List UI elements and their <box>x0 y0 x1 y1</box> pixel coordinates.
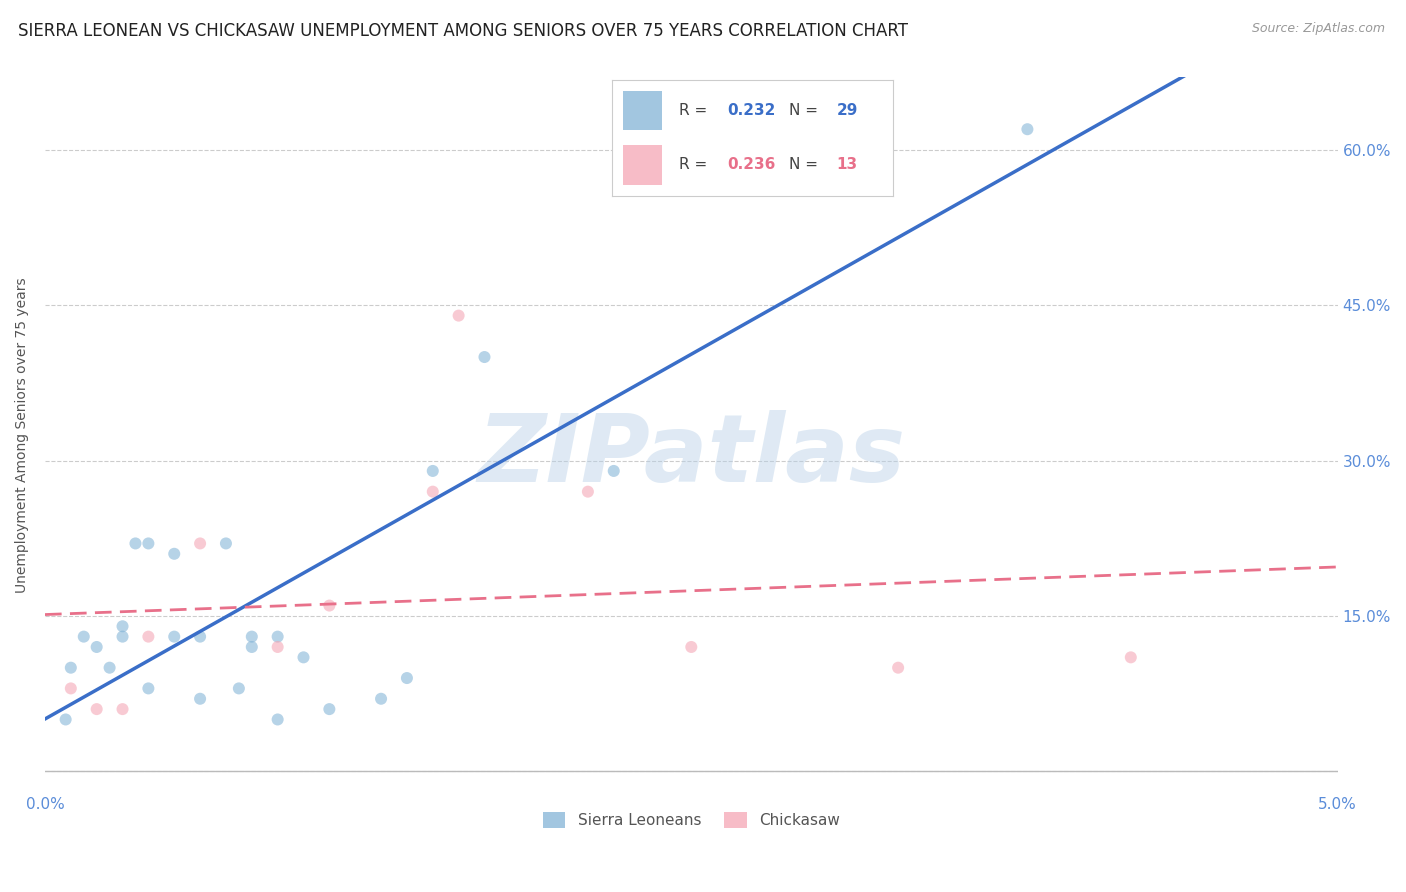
Point <box>163 547 186 561</box>
Y-axis label: Unemployment Among Seniors over 75 years: Unemployment Among Seniors over 75 years <box>15 277 30 592</box>
Text: R =: R = <box>679 103 713 118</box>
Point <box>422 484 444 499</box>
Text: 0.232: 0.232 <box>727 103 775 118</box>
Point <box>73 630 96 644</box>
Point <box>55 713 77 727</box>
Point <box>1119 650 1142 665</box>
Point <box>370 691 392 706</box>
Bar <box>623 145 662 185</box>
Point <box>395 671 418 685</box>
Point <box>266 630 288 644</box>
Point <box>887 661 910 675</box>
Point <box>266 713 288 727</box>
Point <box>138 681 160 696</box>
Point <box>111 619 134 633</box>
Point <box>111 702 134 716</box>
Point <box>266 640 288 654</box>
Point <box>1017 122 1039 136</box>
Point <box>228 681 250 696</box>
Point <box>163 630 186 644</box>
Point <box>59 661 82 675</box>
Point <box>188 536 211 550</box>
Point <box>318 702 340 716</box>
Point <box>215 536 238 550</box>
Point <box>111 630 134 644</box>
Point <box>422 464 444 478</box>
Point <box>138 536 160 550</box>
Text: N =: N = <box>789 103 823 118</box>
Point <box>98 661 121 675</box>
Text: ZIPatlas: ZIPatlas <box>477 410 905 502</box>
Point <box>292 650 315 665</box>
Point <box>86 640 108 654</box>
Point <box>240 640 263 654</box>
Point <box>474 350 496 364</box>
Point <box>86 702 108 716</box>
Legend: Sierra Leoneans, Chickasaw: Sierra Leoneans, Chickasaw <box>537 806 846 834</box>
Text: 29: 29 <box>837 103 858 118</box>
Text: Source: ZipAtlas.com: Source: ZipAtlas.com <box>1251 22 1385 36</box>
Point <box>59 681 82 696</box>
Point <box>576 484 599 499</box>
Text: SIERRA LEONEAN VS CHICKASAW UNEMPLOYMENT AMONG SENIORS OVER 75 YEARS CORRELATION: SIERRA LEONEAN VS CHICKASAW UNEMPLOYMENT… <box>18 22 908 40</box>
Point <box>138 630 160 644</box>
Text: R =: R = <box>679 157 713 172</box>
Point <box>124 536 146 550</box>
Point <box>188 691 211 706</box>
Text: 13: 13 <box>837 157 858 172</box>
Text: N =: N = <box>789 157 823 172</box>
Point <box>188 630 211 644</box>
Bar <box>623 91 662 130</box>
Point <box>240 630 263 644</box>
Point <box>318 599 340 613</box>
Point <box>628 122 651 136</box>
Point <box>681 640 703 654</box>
Point <box>447 309 470 323</box>
Text: 0.236: 0.236 <box>727 157 775 172</box>
Point <box>603 464 626 478</box>
